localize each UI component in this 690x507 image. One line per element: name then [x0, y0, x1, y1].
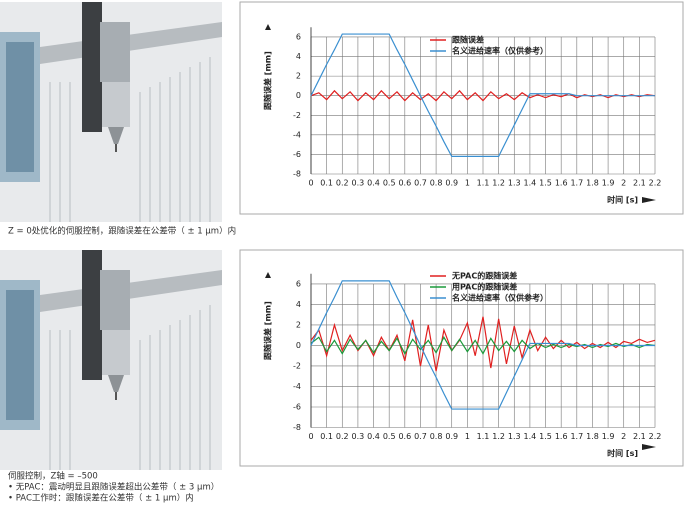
- legend-label: 无PAC的跟随误差: [451, 271, 517, 281]
- x-tick-label: 0.4: [367, 432, 380, 441]
- x-tick-label: 2: [621, 432, 626, 441]
- x-tick-label: 0.5: [383, 432, 396, 441]
- x-tick-label: 0: [308, 179, 313, 188]
- caption: 伺服控制，Z轴 = –500: [8, 471, 98, 482]
- caption: • PAC工作时：跟随误差在公差带（ ± 1 μm）内: [8, 493, 194, 504]
- x-tick-label: 2.1: [633, 432, 646, 441]
- x-axis-label: 时间 [s]: [607, 195, 638, 205]
- x-tick-label: 1.2: [492, 179, 505, 188]
- x-tick-label: 0.1: [320, 432, 333, 441]
- legend-label: 用PAC的跟随误差: [451, 282, 517, 292]
- x-tick-label: 0.8: [430, 432, 443, 441]
- x-tick-label: 1.4: [524, 179, 537, 188]
- data-line: [310, 33, 655, 157]
- x-tick-label: 0.5: [383, 179, 396, 188]
- x-tick-label: 0.2: [336, 432, 349, 441]
- x-tick-label: 2.2: [649, 179, 662, 188]
- y-tick-label: -6: [293, 150, 301, 159]
- x-tick-label: 0.2: [336, 179, 349, 188]
- x-tick-label: 0.7: [414, 432, 427, 441]
- chart-frame: [239, 1, 684, 215]
- x-tick-label: 0.9: [445, 179, 458, 188]
- chart-frame: [239, 249, 684, 467]
- x-tick-label: 1: [465, 179, 470, 188]
- y-tick-label: -2: [293, 361, 301, 370]
- y-tick-label: -2: [293, 111, 301, 120]
- x-tick-label: 1.6: [555, 179, 568, 188]
- y-tick-label: -8: [293, 170, 301, 179]
- x-tick-label: 0.7: [414, 179, 427, 188]
- x-tick-label: 1.3: [508, 432, 521, 441]
- y-tick-label: 2: [296, 320, 301, 329]
- x-tick-label: 0.6: [398, 179, 411, 188]
- y-tick-label: -4: [293, 382, 301, 391]
- x-tick-label: 1.8: [586, 432, 599, 441]
- x-tick-label: 0.4: [367, 179, 380, 188]
- x-tick-label: 0.6: [398, 432, 411, 441]
- legend-label: 名义进给速率（仅供参考）: [452, 293, 548, 303]
- y-tick-label: 6: [296, 32, 301, 41]
- y-tick-label: 0: [296, 341, 301, 350]
- x-tick-label: 1.9: [602, 432, 615, 441]
- x-axis-label: 时间 [s]: [607, 448, 638, 458]
- x-tick-label: 0.9: [445, 432, 458, 441]
- x-tick-label: 0: [308, 432, 313, 441]
- x-tick-label: 0.1: [320, 179, 333, 188]
- y-tick-label: -8: [293, 423, 301, 432]
- y-axis-label: 跟随误差 [mm]: [263, 301, 273, 360]
- x-tick-label: 1.4: [524, 432, 537, 441]
- x-tick-label: 1.5: [539, 179, 552, 188]
- y-tick-label: -4: [293, 130, 301, 139]
- x-tick-label: 0.3: [352, 432, 365, 441]
- x-tick-label: 1.1: [477, 179, 490, 188]
- y-tick-label: 4: [296, 300, 301, 309]
- y-tick-label: 2: [296, 72, 301, 81]
- x-tick-label: 2.2: [649, 432, 662, 441]
- x-tick-label: 1.5: [539, 432, 552, 441]
- x-tick-label: 1.9: [602, 179, 615, 188]
- x-tick-label: 1.2: [492, 432, 505, 441]
- y-tick-label: -6: [293, 402, 301, 411]
- x-tick-label: 1.7: [570, 432, 583, 441]
- x-tick-label: 1: [465, 432, 470, 441]
- y-tick-label: 6: [296, 279, 301, 288]
- legend-label: 名义进给速率（仅供参考）: [452, 46, 548, 56]
- x-tick-label: 1.6: [555, 432, 568, 441]
- x-tick-label: 2: [621, 179, 626, 188]
- x-tick-label: 1.8: [586, 179, 599, 188]
- x-tick-label: 0.8: [430, 179, 443, 188]
- y-tick-label: 4: [296, 52, 301, 61]
- x-tick-label: 0.3: [352, 179, 365, 188]
- caption: • 无PAC：震动明显且跟随误差超出公差带（ ± 3 μm）: [8, 482, 219, 493]
- y-axis-label: 跟随误差 [mm]: [263, 51, 273, 110]
- data-line: [310, 280, 655, 410]
- machine-illustration: [0, 1, 223, 223]
- x-tick-label: 1.3: [508, 179, 521, 188]
- legend-label: 跟随误差: [452, 35, 484, 45]
- y-tick-label: 0: [296, 91, 301, 100]
- x-tick-label: 1.1: [477, 432, 490, 441]
- x-tick-label: 2.1: [633, 179, 646, 188]
- x-tick-label: 1.7: [570, 179, 583, 188]
- caption: Z = 0处优化的伺服控制，跟随误差在公差带（ ± 1 μm）内: [8, 226, 236, 237]
- machine-illustration: [0, 249, 223, 471]
